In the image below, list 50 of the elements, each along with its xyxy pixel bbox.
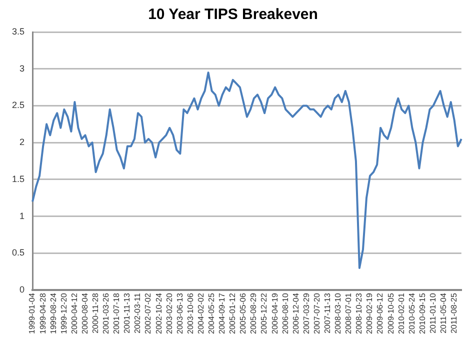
y-tick-label: 0.5 bbox=[12, 248, 25, 258]
x-tick-label: 1999-01-04 bbox=[28, 292, 37, 334]
x-tick-label: 2011-01-10 bbox=[428, 292, 438, 334]
y-tick-label: 3.5 bbox=[12, 26, 25, 36]
y-tick-label: 1 bbox=[19, 210, 25, 221]
x-tick-label: 2011-05-04 bbox=[439, 292, 448, 334]
x-tick-label: 2006-04-19 bbox=[270, 292, 280, 334]
x-tick-label: 2007-07-20 bbox=[312, 292, 322, 334]
x-tick-label: 2005-08-29 bbox=[249, 292, 258, 334]
x-tick-label: 2004-09-17 bbox=[218, 292, 227, 334]
x-tick-label: 1999-08-24 bbox=[48, 292, 58, 334]
x-tick-label: 2008-10-23 bbox=[354, 292, 364, 334]
x-tick-label: 2005-12-22 bbox=[260, 292, 269, 334]
x-tick-label: 2001-07-18 bbox=[112, 292, 122, 334]
x-tick-label: 2005-01-12 bbox=[228, 292, 238, 334]
x-tick-label: 2006-08-10 bbox=[280, 292, 290, 334]
x-tick-label: 2000-08-04 bbox=[80, 292, 90, 334]
chart-title: 10 Year TIPS Breakeven bbox=[148, 6, 318, 24]
x-tick-label: 2002-07-02 bbox=[144, 292, 153, 334]
x-tick-label: 2002-03-11 bbox=[133, 292, 142, 334]
x-tick-label: 2009-10-05 bbox=[386, 292, 396, 334]
y-tick-label: 1.5 bbox=[12, 174, 25, 184]
x-tick-label: 2009-06-12 bbox=[376, 292, 385, 334]
x-tick-label: 2000-04-12 bbox=[70, 292, 79, 334]
x-tick-label: 2000-11-28 bbox=[90, 292, 100, 334]
x-tick-label: 2008-03-10 bbox=[334, 292, 343, 334]
y-tick-label: 2 bbox=[19, 137, 25, 148]
y-tick-label: 0 bbox=[19, 284, 25, 295]
x-tick-label: 2001-03-26 bbox=[102, 292, 111, 334]
x-tick-label: 2006-12-04 bbox=[291, 292, 300, 334]
x-tick-label: 2003-06-13 bbox=[175, 292, 184, 334]
y-tick-label: 3 bbox=[19, 63, 25, 74]
x-tick-label: 2004-02-02 bbox=[196, 292, 206, 334]
x-tick-label: 2002-10-24 bbox=[154, 292, 164, 334]
x-tick-label: 2009-02-19 bbox=[365, 292, 374, 334]
x-tick-label: 2001-11-13 bbox=[122, 292, 132, 334]
y-tick-label: 2.5 bbox=[12, 100, 25, 110]
x-tick-label: 1999-04-28 bbox=[38, 292, 48, 334]
x-tick-label: 2010-02-01 bbox=[396, 292, 406, 334]
x-tick-label: 2005-05-06 bbox=[238, 292, 248, 334]
x-tick-label: 2003-10-06 bbox=[186, 292, 195, 334]
x-tick-label: 2011-08-25 bbox=[450, 292, 459, 334]
x-tick-label: 2010-09-15 bbox=[418, 292, 427, 334]
x-tick-label: 2007-03-29 bbox=[302, 292, 311, 334]
x-tick-label: 2007-11-13 bbox=[323, 292, 332, 334]
x-tick-label: 2004-05-25 bbox=[207, 292, 216, 334]
x-tick-label: 1999-12-20 bbox=[59, 292, 68, 334]
x-tick-label: 2010-05-24 bbox=[407, 292, 416, 334]
x-tick-label: 2008-07-01 bbox=[344, 292, 354, 334]
x-tick-label: 2003-02-20 bbox=[164, 292, 174, 334]
